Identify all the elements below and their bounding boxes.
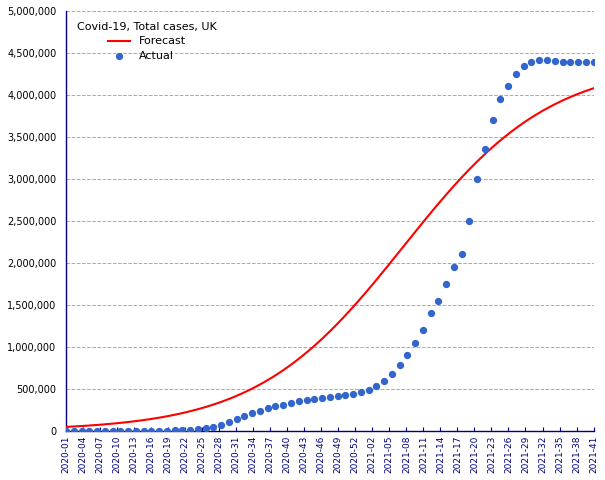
Forecast — [590, 85, 597, 91]
Actual — [426, 309, 436, 317]
Actual — [550, 58, 560, 65]
Actual — [542, 56, 552, 63]
Actual — [387, 370, 397, 377]
Actual — [309, 396, 319, 403]
Actual — [224, 418, 234, 426]
Actual — [154, 427, 164, 434]
Actual — [379, 377, 389, 385]
Actual — [240, 412, 249, 420]
Actual — [232, 415, 241, 422]
Actual — [441, 280, 451, 288]
Forecast — [316, 338, 324, 344]
Actual — [402, 351, 412, 359]
Actual — [317, 394, 327, 402]
Actual — [333, 393, 342, 400]
Actual — [286, 399, 296, 407]
Forecast — [348, 306, 355, 312]
Actual — [146, 427, 156, 434]
Actual — [473, 175, 482, 183]
Actual — [108, 427, 117, 434]
Forecast — [62, 424, 70, 430]
Actual — [519, 61, 529, 69]
Forecast — [313, 341, 320, 347]
Actual — [177, 426, 187, 434]
Actual — [341, 392, 350, 399]
Actual — [480, 145, 490, 153]
Actual — [348, 390, 358, 397]
Legend: Forecast, Actual: Forecast, Actual — [71, 16, 223, 67]
Actual — [170, 427, 180, 434]
Actual — [534, 57, 544, 64]
Actual — [77, 427, 87, 434]
Actual — [270, 403, 280, 410]
Actual — [116, 427, 125, 434]
Actual — [449, 263, 459, 271]
Actual — [511, 70, 521, 78]
Actual — [325, 393, 335, 401]
Actual — [581, 58, 590, 66]
Actual — [566, 58, 575, 66]
Actual — [139, 427, 148, 434]
Actual — [410, 339, 420, 347]
Actual — [217, 421, 226, 429]
Actual — [495, 95, 505, 103]
Actual — [457, 251, 466, 258]
Actual — [92, 427, 102, 434]
Actual — [209, 423, 218, 431]
Actual — [371, 383, 381, 390]
Actual — [162, 427, 172, 434]
Actual — [263, 405, 273, 412]
Actual — [488, 116, 497, 124]
Actual — [465, 217, 474, 225]
Actual — [100, 427, 110, 434]
Actual — [418, 326, 428, 334]
Actual — [356, 388, 365, 396]
Actual — [255, 407, 265, 414]
Actual — [589, 58, 598, 66]
Actual — [123, 427, 133, 434]
Actual — [61, 427, 71, 434]
Actual — [85, 427, 94, 434]
Actual — [302, 396, 312, 404]
Actual — [573, 58, 583, 66]
Actual — [185, 426, 195, 434]
Actual — [247, 409, 257, 417]
Forecast — [376, 273, 384, 278]
Actual — [395, 361, 405, 369]
Actual — [278, 401, 288, 408]
Actual — [193, 425, 203, 433]
Actual — [364, 386, 373, 394]
Actual — [527, 58, 537, 66]
Actual — [69, 427, 79, 434]
Actual — [434, 297, 443, 304]
Actual — [503, 83, 513, 90]
Actual — [131, 427, 141, 434]
Line: Forecast: Forecast — [66, 88, 594, 427]
Forecast — [495, 139, 502, 145]
Actual — [294, 397, 304, 405]
Actual — [201, 424, 211, 432]
Actual — [558, 58, 567, 66]
Forecast — [577, 90, 584, 96]
